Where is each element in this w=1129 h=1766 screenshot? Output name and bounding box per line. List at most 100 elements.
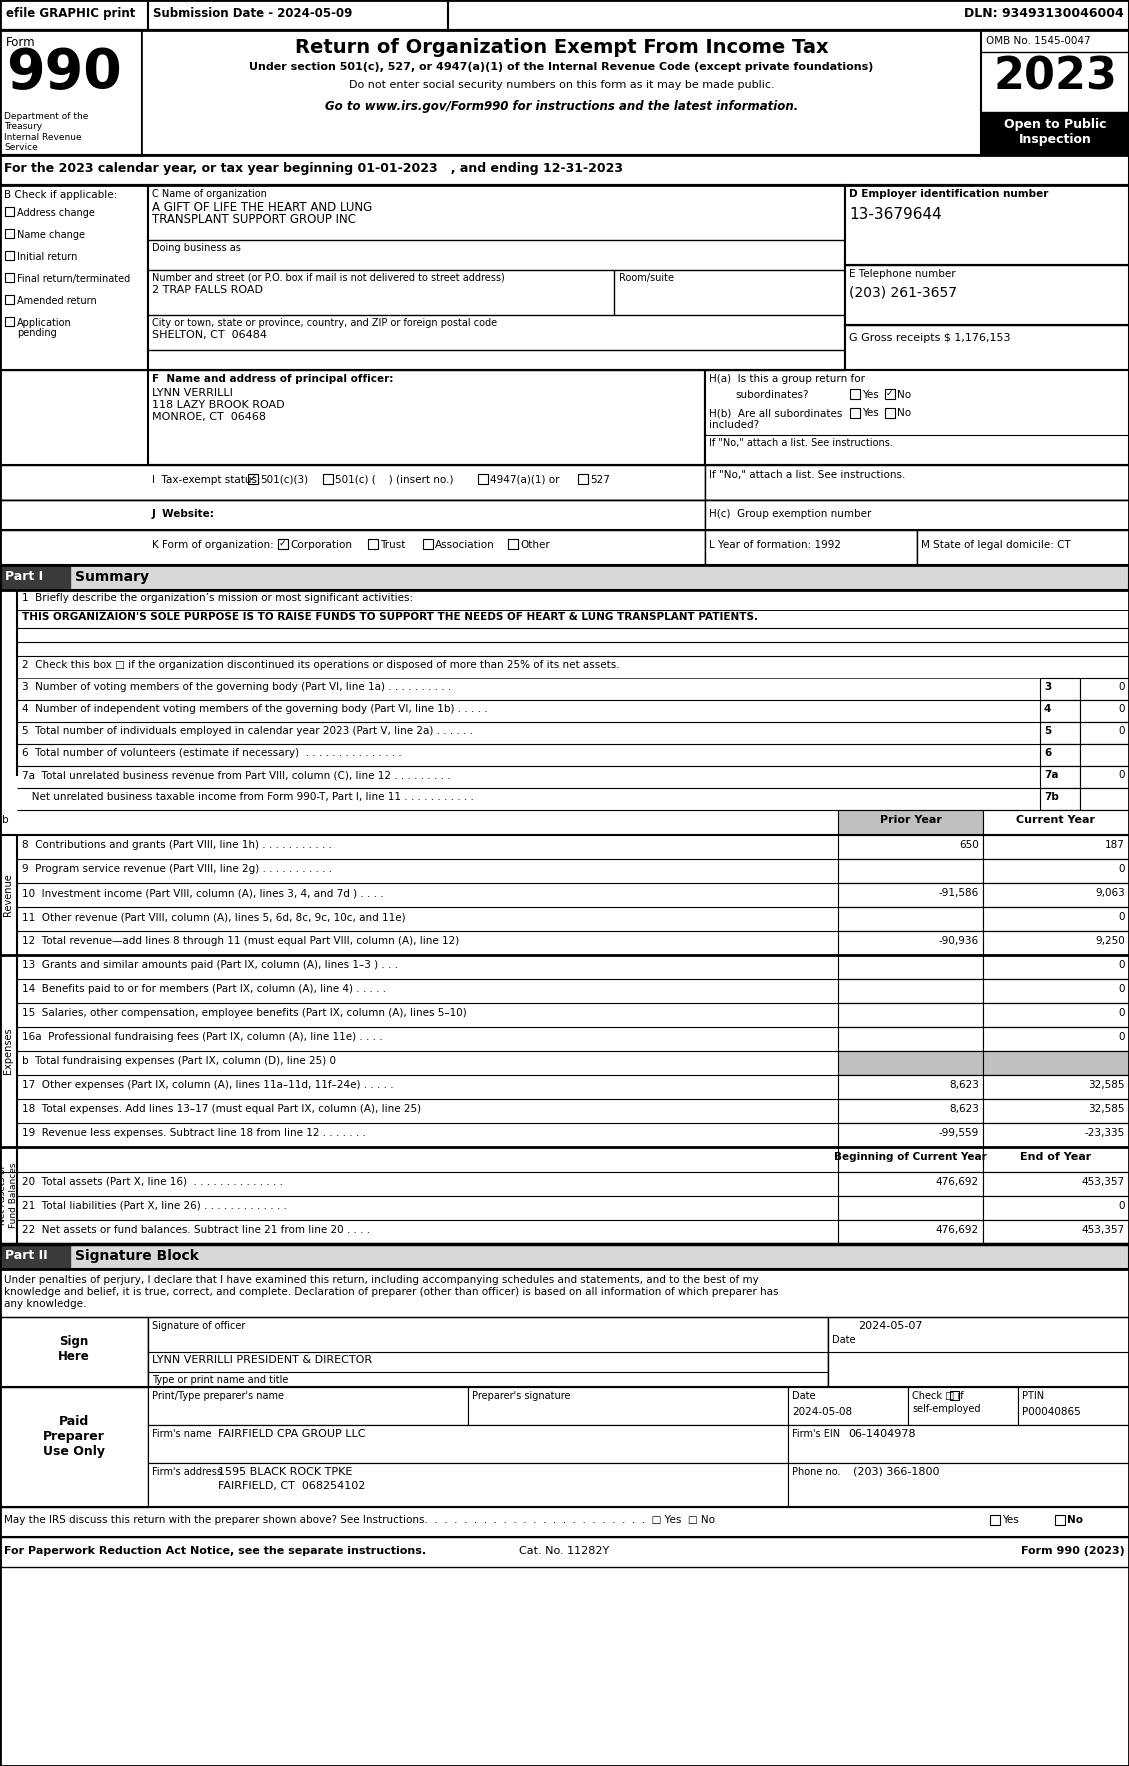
Text: E Telephone number: E Telephone number (849, 268, 955, 279)
Text: 32,585: 32,585 (1088, 1104, 1124, 1114)
Text: D Employer identification number: D Employer identification number (849, 189, 1049, 200)
Text: 06-1404978: 06-1404978 (848, 1429, 916, 1439)
Text: 501(c) (    ) (insert no.): 501(c) ( ) (insert no.) (335, 475, 454, 486)
Text: Date: Date (832, 1335, 856, 1346)
Text: 18  Total expenses. Add lines 13–17 (must equal Part IX, column (A), line 25): 18 Total expenses. Add lines 13–17 (must… (21, 1104, 421, 1114)
Bar (838, 811, 983, 835)
Text: 4: 4 (1044, 705, 1051, 713)
Text: B Check if applicable:: B Check if applicable: (5, 191, 117, 200)
Bar (983, 1123, 1129, 1146)
Text: 8  Contributions and grants (Part VIII, line 1h) . . . . . . . . . . .: 8 Contributions and grants (Part VIII, l… (21, 841, 332, 849)
Text: Under section 501(c), 527, or 4947(a)(1) of the Internal Revenue Code (except pr: Under section 501(c), 527, or 4947(a)(1)… (250, 62, 874, 72)
Bar (1080, 788, 1129, 811)
Bar (838, 978, 983, 1003)
Text: Number and street (or P.O. box if mail is not delivered to street address): Number and street (or P.O. box if mail i… (152, 274, 505, 283)
Text: Firm's EIN: Firm's EIN (793, 1429, 840, 1439)
Bar (908, 1386, 1018, 1425)
Text: Summary: Summary (75, 570, 149, 585)
Text: Submission Date - 2024-05-09: Submission Date - 2024-05-09 (154, 7, 352, 19)
Bar (704, 464, 1129, 500)
Text: Expenses: Expenses (3, 1028, 14, 1074)
Text: M State of legal domicile: CT: M State of legal domicile: CT (921, 540, 1070, 549)
Bar (142, 30, 981, 155)
Text: 5: 5 (1044, 726, 1051, 736)
Text: F  Name and address of principal officer:: F Name and address of principal officer: (152, 374, 393, 383)
Text: 453,357: 453,357 (1082, 1176, 1124, 1187)
Text: I  Tax-exempt status:: I Tax-exempt status: (152, 475, 261, 486)
Text: -99,559: -99,559 (938, 1128, 979, 1137)
Bar (1018, 1386, 1129, 1425)
Text: No: No (898, 408, 911, 419)
Text: 15  Salaries, other compensation, employee benefits (Part IX, column (A), lines : 15 Salaries, other compensation, employe… (21, 1008, 466, 1017)
Text: 22  Net assets or fund balances. Subtract line 21 from line 20 . . . .: 22 Net assets or fund balances. Subtract… (21, 1226, 370, 1234)
Text: Net Assets or
Fund Balances: Net Assets or Fund Balances (0, 1162, 18, 1227)
Bar (0, 1536, 1129, 1566)
Text: If "No," attach a list. See instructions.: If "No," attach a list. See instructions… (709, 470, 905, 480)
Text: Initial return: Initial return (17, 253, 78, 261)
Text: 187: 187 (1105, 841, 1124, 849)
Bar (17, 678, 1129, 699)
Text: Final return/terminated: Final return/terminated (17, 274, 130, 284)
Text: 2024-05-07: 2024-05-07 (858, 1321, 922, 1332)
Text: Revenue: Revenue (3, 874, 14, 917)
Bar (990, 1515, 1000, 1526)
Text: SHELTON, CT  06484: SHELTON, CT 06484 (152, 330, 266, 341)
Text: Room/suite: Room/suite (619, 274, 674, 283)
Text: Firm's name: Firm's name (152, 1429, 211, 1439)
Text: 0: 0 (1119, 984, 1124, 994)
Text: 0: 0 (1119, 961, 1124, 970)
Text: Yes: Yes (863, 390, 878, 401)
Bar (838, 858, 983, 883)
Bar (838, 1075, 983, 1098)
Text: 2023: 2023 (994, 55, 1117, 97)
Bar (1040, 788, 1080, 811)
Bar (0, 565, 1129, 590)
Text: 476,692: 476,692 (936, 1176, 979, 1187)
Bar (838, 908, 983, 931)
Text: efile GRAPHIC print: efile GRAPHIC print (6, 7, 135, 19)
Text: 4  Number of independent voting members of the governing body (Part VI, line 1b): 4 Number of independent voting members o… (21, 705, 488, 713)
Bar (423, 539, 434, 549)
Text: 3: 3 (1044, 682, 1051, 692)
Bar (17, 643, 1129, 655)
Text: Yes: Yes (1003, 1515, 1018, 1526)
Text: 0: 0 (1119, 1031, 1124, 1042)
Bar (17, 788, 1129, 811)
Bar (0, 464, 704, 500)
Text: 453,357: 453,357 (1082, 1226, 1124, 1234)
Text: Open to Public
Inspection: Open to Public Inspection (1004, 118, 1106, 147)
Bar (983, 1173, 1129, 1196)
Text: A GIFT OF LIFE THE HEART AND LUNG: A GIFT OF LIFE THE HEART AND LUNG (152, 201, 373, 214)
Bar (788, 1462, 1129, 1506)
Bar (1040, 722, 1080, 743)
Bar (323, 473, 333, 484)
Text: May the IRS discuss this return with the preparer shown above? See Instructions.: May the IRS discuss this return with the… (5, 1515, 715, 1526)
Text: -91,586: -91,586 (938, 888, 979, 897)
Bar (983, 1028, 1129, 1051)
Bar (838, 1146, 983, 1173)
Text: For Paperwork Reduction Act Notice, see the separate instructions.: For Paperwork Reduction Act Notice, see … (5, 1545, 426, 1556)
Bar (148, 185, 844, 371)
Bar (838, 1196, 983, 1220)
Bar (5, 318, 14, 327)
Text: 8,623: 8,623 (949, 1104, 979, 1114)
Bar (478, 473, 488, 484)
Text: 2024-05-08: 2024-05-08 (793, 1408, 852, 1416)
Bar (0, 155, 1129, 185)
Text: 0: 0 (1119, 705, 1124, 713)
Text: MONROE, CT  06468: MONROE, CT 06468 (152, 411, 266, 422)
Text: L Year of formation: 1992: L Year of formation: 1992 (709, 540, 841, 549)
Text: Do not enter social security numbers on this form as it may be made public.: Do not enter social security numbers on … (349, 79, 774, 90)
Text: knowledge and belief, it is true, correct, and complete. Declaration of preparer: knowledge and belief, it is true, correc… (5, 1287, 779, 1296)
Bar (148, 1317, 828, 1386)
Bar (885, 389, 895, 399)
Bar (0, 1243, 70, 1270)
Bar (983, 908, 1129, 931)
Bar (0, 30, 1129, 155)
Text: any knowledge.: any knowledge. (5, 1300, 87, 1309)
Bar (983, 931, 1129, 955)
Text: 650: 650 (960, 841, 979, 849)
Text: Paid
Preparer
Use Only: Paid Preparer Use Only (43, 1415, 105, 1459)
Bar (949, 1392, 959, 1400)
Text: Department of the
Treasury
Internal Revenue
Service: Department of the Treasury Internal Reve… (5, 111, 88, 152)
